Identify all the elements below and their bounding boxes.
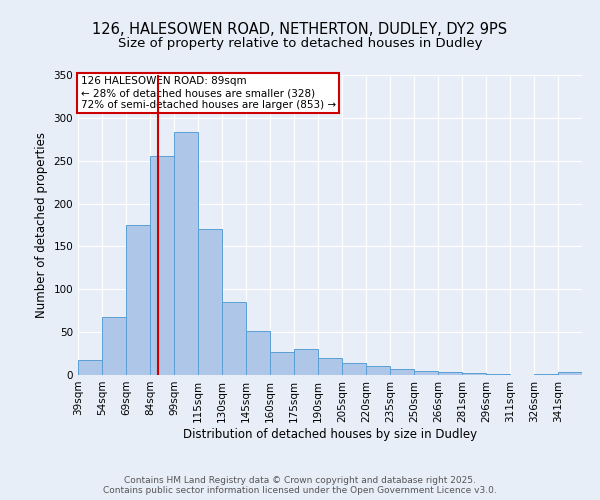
Text: 126 HALESOWEN ROAD: 89sqm
← 28% of detached houses are smaller (328)
72% of semi: 126 HALESOWEN ROAD: 89sqm ← 28% of detac… bbox=[80, 76, 335, 110]
Bar bbox=[366, 366, 390, 375]
Bar bbox=[198, 230, 222, 375]
Bar bbox=[294, 350, 318, 375]
Bar bbox=[342, 363, 366, 375]
Bar bbox=[222, 302, 246, 375]
Bar bbox=[414, 370, 438, 375]
Text: Contains HM Land Registry data © Crown copyright and database right 2025.
Contai: Contains HM Land Registry data © Crown c… bbox=[103, 476, 497, 495]
Bar bbox=[174, 132, 198, 375]
Bar bbox=[78, 360, 102, 375]
Bar bbox=[270, 352, 294, 375]
X-axis label: Distribution of detached houses by size in Dudley: Distribution of detached houses by size … bbox=[183, 428, 477, 440]
Bar bbox=[318, 358, 342, 375]
Text: Size of property relative to detached houses in Dudley: Size of property relative to detached ho… bbox=[118, 38, 482, 51]
Bar bbox=[534, 374, 558, 375]
Bar bbox=[462, 374, 486, 375]
Bar bbox=[438, 372, 462, 375]
Bar bbox=[246, 332, 270, 375]
Bar bbox=[102, 316, 126, 375]
Bar bbox=[558, 372, 582, 375]
Bar bbox=[390, 369, 414, 375]
Bar bbox=[150, 156, 174, 375]
Bar bbox=[126, 225, 150, 375]
Bar bbox=[486, 374, 510, 375]
Y-axis label: Number of detached properties: Number of detached properties bbox=[35, 132, 48, 318]
Text: 126, HALESOWEN ROAD, NETHERTON, DUDLEY, DY2 9PS: 126, HALESOWEN ROAD, NETHERTON, DUDLEY, … bbox=[92, 22, 508, 38]
